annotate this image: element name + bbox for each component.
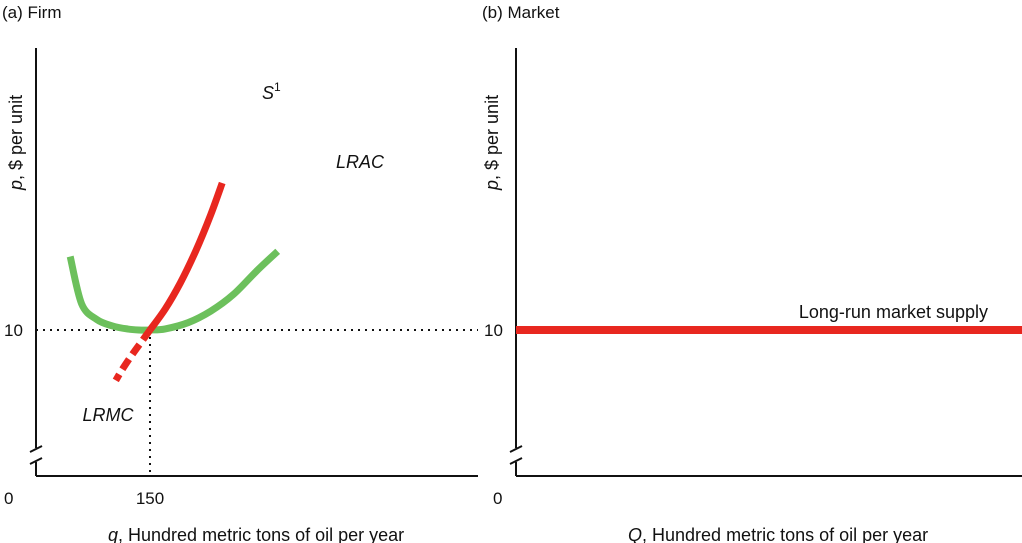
firm-x-axis-variable: q (108, 525, 118, 543)
firm-y-axis-break-mark (29, 445, 43, 453)
firm-lrmc-curve (112, 327, 153, 383)
market-panel-title: (b) Market (482, 3, 560, 22)
market-y-ticks: 10 (484, 321, 503, 340)
firm-s1-name: S (262, 83, 274, 103)
market-y-axis-variable: p (482, 180, 502, 191)
firm-y-axis-label: p, $ per unit (6, 95, 26, 191)
firm-lrmc-label: LRMC (82, 405, 134, 425)
market-x-axis-label: Q, Hundred metric tons of oil per year (628, 525, 928, 543)
firm-series (66, 181, 281, 383)
market-supply-label: Long-run market supply (799, 302, 988, 322)
firm-y-axis-variable: p (6, 180, 26, 191)
firm-y-axis-break-mark (29, 457, 43, 465)
firm-s1-curve (147, 181, 226, 333)
firm-panel-title: (a) Firm (2, 3, 61, 22)
market-y-axis-break-mark (509, 457, 523, 465)
firm-y-tick-label: 10 (4, 321, 23, 340)
market-y-axis-unit: , $ per unit (482, 95, 502, 180)
firm-lrac-label: LRAC (336, 152, 385, 172)
firm-origin-label: 0 (4, 489, 13, 508)
firm-s1-label: S1 (262, 80, 281, 103)
firm-s1-superscript: 1 (274, 80, 281, 94)
market-x-axis-unit: , Hundred metric tons of oil per year (642, 525, 928, 543)
firm-x-ticks: 150 (136, 489, 164, 508)
firm-x-tick-label: 150 (136, 489, 164, 508)
firm-x-axis-label: q, Hundred metric tons of oil per year (108, 525, 404, 543)
firm-x-axis-unit: , Hundred metric tons of oil per year (118, 525, 404, 543)
market-y-axis-break-mark (509, 445, 523, 453)
market-y-axis-label: p, $ per unit (482, 95, 502, 191)
market-y-tick-label: 10 (484, 321, 503, 340)
market-panel: (b) Market p, $ per unit 0 10 Long-run m… (482, 3, 1022, 543)
market-origin-label: 0 (493, 489, 502, 508)
firm-y-axis-unit: , $ per unit (6, 95, 26, 180)
market-x-axis-variable: Q (628, 525, 642, 543)
firm-y-ticks: 10 (4, 321, 23, 340)
firm-panel: (a) Firm p, $ per unit 0 10 150 LRAC S1 … (2, 3, 478, 543)
